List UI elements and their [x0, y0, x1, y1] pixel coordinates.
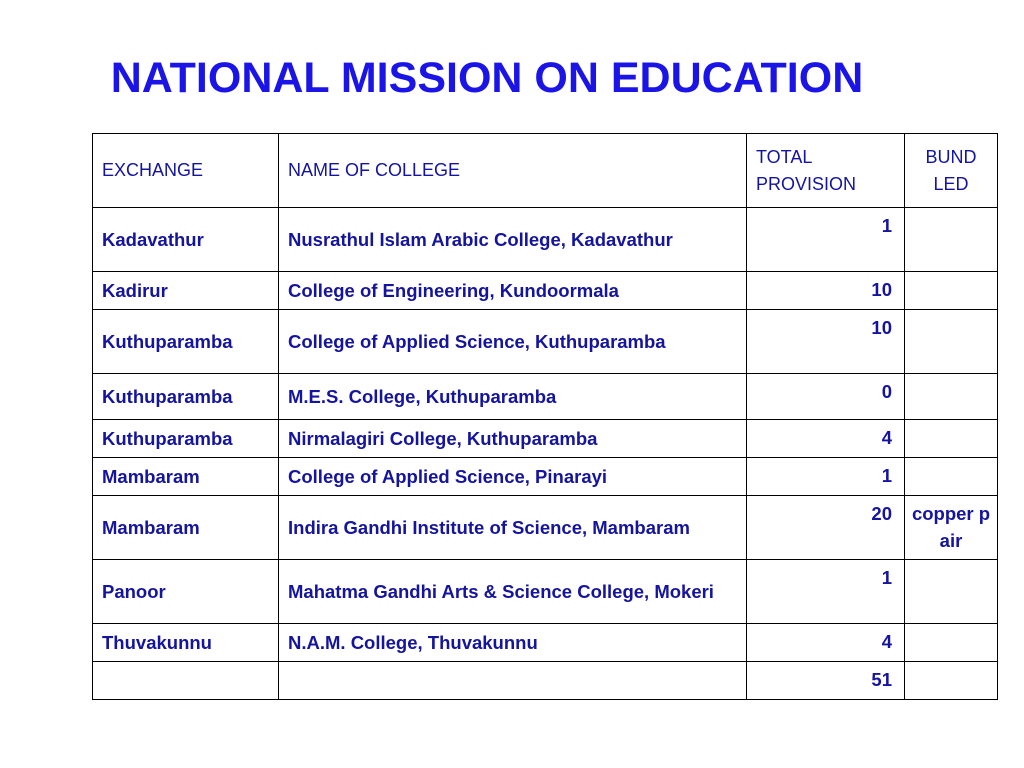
table-total-row: 51	[92, 661, 998, 700]
cell-bundled	[904, 271, 998, 310]
cell-exchange: Kadavathur	[92, 207, 279, 272]
cell-exchange: Kadirur	[92, 271, 279, 310]
table-row: Kadirur College of Engineering, Kundoorm…	[92, 271, 998, 310]
header-college-name: NAME OF COLLEGE	[278, 133, 747, 208]
cell-exchange: Panoor	[92, 559, 279, 624]
table-header-row: EXCHANGE NAME OF COLLEGE TOTAL PROVISION…	[92, 133, 998, 208]
cell-bundled	[904, 457, 998, 496]
table-row: Panoor Mahatma Gandhi Arts & Science Col…	[92, 559, 998, 624]
table-row: Mambaram College of Applied Science, Pin…	[92, 457, 998, 496]
header-bundled: BUND LED	[904, 133, 998, 208]
cell-college: Nusrathul Islam Arabic College, Kadavath…	[278, 207, 747, 272]
cell-bundled	[904, 419, 998, 458]
cell-college: Mahatma Gandhi Arts & Science College, M…	[278, 559, 747, 624]
cell-total: 4	[746, 419, 905, 458]
colleges-table: EXCHANGE NAME OF COLLEGE TOTAL PROVISION…	[92, 133, 998, 700]
page-title: NATIONAL MISSION ON EDUCATION	[110, 54, 864, 102]
cell-total: 10	[746, 309, 905, 374]
cell-exchange: Kuthuparamba	[92, 309, 279, 374]
header-total-provision: TOTAL PROVISION	[746, 133, 905, 208]
cell-total: 1	[746, 207, 905, 272]
cell-exchange: Thuvakunnu	[92, 623, 279, 662]
cell-college: Indira Gandhi Institute of Science, Mamb…	[278, 495, 747, 560]
cell-total: 4	[746, 623, 905, 662]
header-exchange: EXCHANGE	[92, 133, 279, 208]
cell-college: College of Engineering, Kundoormala	[278, 271, 747, 310]
cell-exchange: Mambaram	[92, 457, 279, 496]
cell-exchange: Kuthuparamba	[92, 373, 279, 420]
table-row: Kuthuparamba M.E.S. College, Kuthuparamb…	[92, 373, 998, 420]
cell-total: 10	[746, 271, 905, 310]
cell-bundled	[904, 207, 998, 272]
cell-bundled: copper pair	[904, 495, 998, 560]
table-row: Kadavathur Nusrathul Islam Arabic Colleg…	[92, 207, 998, 272]
cell-college: M.E.S. College, Kuthuparamba	[278, 373, 747, 420]
cell-total: 20	[746, 495, 905, 560]
cell-college: College of Applied Science, Kuthuparamba	[278, 309, 747, 374]
cell-bundled	[904, 309, 998, 374]
total-row-exchange	[92, 661, 279, 700]
cell-college: N.A.M. College, Thuvakunnu	[278, 623, 747, 662]
cell-bundled	[904, 623, 998, 662]
table-row: Kuthuparamba Nirmalagiri College, Kuthup…	[92, 419, 998, 458]
table-row: Thuvakunnu N.A.M. College, Thuvakunnu 4	[92, 623, 998, 662]
cell-total: 0	[746, 373, 905, 420]
cell-total: 1	[746, 457, 905, 496]
grand-total: 51	[746, 661, 905, 700]
table-row: Kuthuparamba College of Applied Science,…	[92, 309, 998, 374]
cell-college: College of Applied Science, Pinarayi	[278, 457, 747, 496]
total-row-college	[278, 661, 747, 700]
cell-bundled	[904, 559, 998, 624]
cell-exchange: Mambaram	[92, 495, 279, 560]
cell-college: Nirmalagiri College, Kuthuparamba	[278, 419, 747, 458]
table-row: Mambaram Indira Gandhi Institute of Scie…	[92, 495, 998, 560]
total-row-bundled	[904, 661, 998, 700]
cell-bundled	[904, 373, 998, 420]
cell-exchange: Kuthuparamba	[92, 419, 279, 458]
cell-total: 1	[746, 559, 905, 624]
